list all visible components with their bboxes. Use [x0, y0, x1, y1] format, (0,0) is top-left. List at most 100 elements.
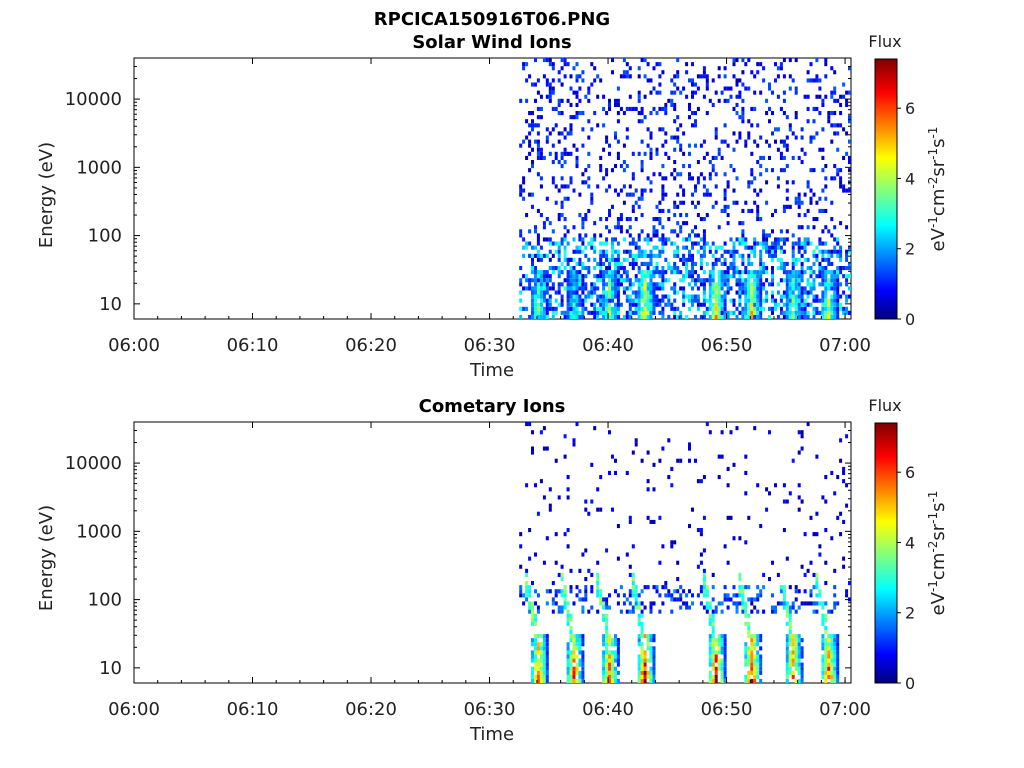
heat-cell	[536, 302, 540, 307]
heat-cell	[522, 180, 526, 185]
heat-cell	[723, 306, 727, 311]
heat-cell	[608, 302, 611, 307]
heat-cell	[771, 306, 774, 311]
heat-cell	[522, 253, 526, 258]
heat-cell	[738, 310, 742, 315]
heat-cell	[599, 78, 603, 83]
heat-cell	[779, 62, 783, 67]
heat-cell	[608, 266, 611, 271]
heat-cell	[622, 160, 626, 165]
heat-cell	[732, 200, 736, 205]
heat-cell	[551, 241, 555, 246]
heat-cell	[714, 674, 718, 679]
heat-cell	[569, 658, 573, 663]
heat-cell	[797, 670, 801, 675]
heat-cell	[797, 213, 801, 218]
heat-cell	[768, 430, 771, 435]
heat-cell	[791, 634, 795, 639]
heat-cell	[833, 646, 837, 651]
heat-cell	[714, 306, 718, 311]
heat-cell	[608, 151, 611, 156]
heat-cell	[682, 601, 686, 606]
heat-cell	[679, 213, 683, 218]
heat-cell	[563, 605, 567, 610]
heat-cell	[631, 176, 635, 181]
heat-cell	[539, 253, 543, 258]
heat-cell	[735, 82, 739, 87]
heat-cell	[785, 642, 789, 647]
heat-cell	[753, 654, 757, 659]
heat-cell	[688, 151, 691, 156]
heat-cell	[711, 204, 715, 209]
heat-cell	[551, 160, 555, 165]
heat-cell	[652, 674, 656, 679]
heat-cell	[812, 217, 816, 222]
heat-cell	[791, 282, 795, 287]
heat-cell	[637, 662, 641, 667]
heat-cell	[534, 306, 537, 311]
heat-cell	[682, 257, 686, 262]
heat-cell	[614, 225, 617, 230]
heat-cell	[768, 282, 771, 287]
heat-cell	[682, 589, 686, 594]
heat-cell	[649, 253, 653, 258]
heat-cell	[845, 257, 849, 262]
heat-cell	[545, 642, 549, 647]
heat-cell	[711, 650, 715, 655]
heat-cell	[714, 654, 718, 659]
heat-cell	[685, 314, 689, 319]
heat-cell	[800, 678, 804, 683]
heat-cell	[554, 310, 558, 315]
heat-cell	[578, 302, 582, 307]
heat-cell	[569, 180, 573, 185]
heat-cell	[519, 593, 523, 598]
heat-cell	[622, 58, 626, 63]
heat-cell	[779, 139, 783, 144]
heat-cell	[637, 638, 641, 643]
heat-cell	[545, 302, 549, 307]
heat-cell	[794, 654, 798, 659]
heat-cell	[791, 601, 795, 606]
heat-cell	[845, 253, 849, 258]
heat-cell	[608, 143, 611, 148]
heat-cell	[569, 666, 573, 671]
heat-cell	[797, 274, 801, 279]
heat-cell	[581, 609, 585, 614]
heat-cell	[785, 650, 789, 655]
heat-cell	[599, 597, 603, 602]
heat-cell	[522, 196, 526, 201]
heat-cell	[637, 286, 641, 291]
heat-cell	[634, 298, 638, 303]
heat-cell	[637, 74, 641, 79]
heat-cell	[759, 302, 763, 307]
heat-cell	[658, 217, 662, 222]
heat-cell	[528, 131, 532, 136]
heat-cell	[753, 597, 757, 602]
heat-cell	[708, 642, 712, 647]
heat-cell	[720, 674, 724, 679]
heat-cell	[702, 245, 706, 250]
heat-cell	[637, 290, 641, 295]
heat-cell	[676, 290, 680, 295]
heat-cell	[584, 298, 588, 303]
heat-cell	[797, 298, 801, 303]
heat-cell	[522, 237, 526, 242]
heat-cell	[720, 601, 724, 606]
heat-cell	[584, 217, 588, 222]
heat-cell	[536, 593, 540, 598]
heat-cell	[534, 638, 537, 643]
heat-cell	[756, 634, 760, 639]
heat-cell	[788, 270, 792, 275]
heat-cell	[557, 495, 561, 500]
heat-cell	[602, 249, 606, 254]
heat-cell	[625, 127, 629, 132]
heat-cell	[723, 139, 727, 144]
heat-cell	[545, 646, 549, 651]
heat-cell	[548, 306, 552, 311]
heat-cell	[658, 62, 662, 67]
heat-cell	[708, 176, 712, 181]
heat-cell	[720, 638, 724, 643]
heat-cell	[768, 577, 771, 582]
heat-cell	[750, 597, 754, 602]
heat-cell	[611, 654, 614, 659]
